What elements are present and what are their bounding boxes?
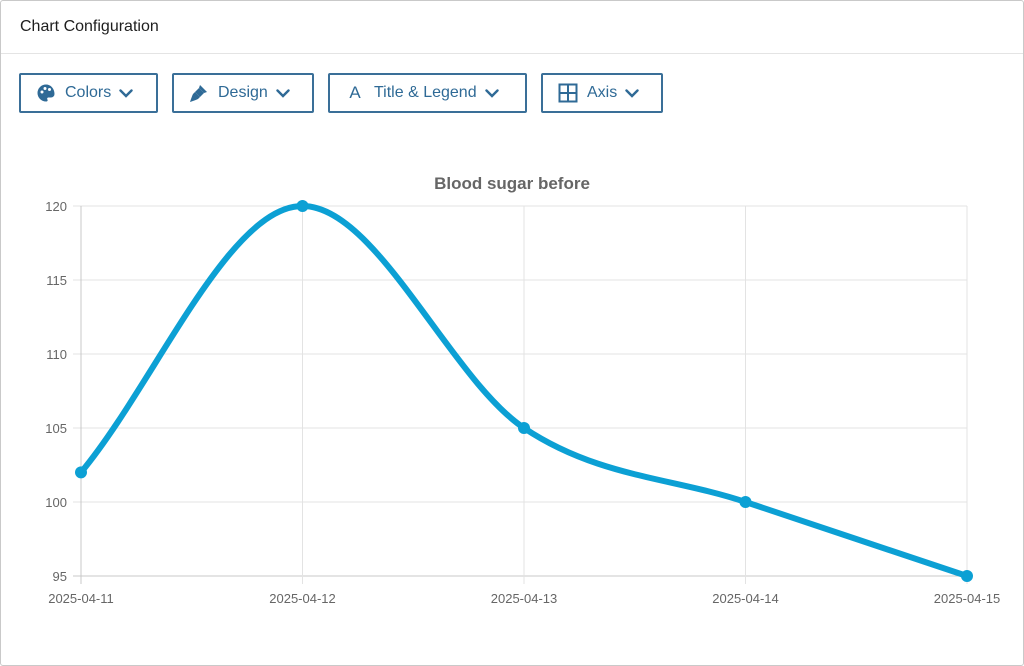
axis-button[interactable]: Axis — [541, 73, 663, 113]
palette-icon — [35, 82, 57, 104]
design-button-label: Design — [218, 84, 268, 101]
chart-title: Blood sugar before — [434, 174, 590, 193]
text-letter-icon: A — [349, 83, 361, 102]
design-button[interactable]: Design — [172, 73, 314, 113]
x-tick-label: 2025-04-14 — [712, 591, 779, 606]
chevron-down-icon — [625, 88, 639, 98]
x-tick-label: 2025-04-13 — [491, 591, 558, 606]
chart-toolbar: Colors Design A Title & Legend Axis — [19, 73, 663, 113]
chevron-down-icon — [119, 88, 133, 98]
data-point[interactable] — [296, 200, 309, 212]
data-point[interactable] — [739, 496, 752, 508]
title-legend-button-label: Title & Legend — [374, 84, 477, 101]
y-tick-label: 115 — [46, 273, 67, 288]
colors-button-label: Colors — [65, 84, 112, 101]
colors-button[interactable]: Colors — [19, 73, 158, 113]
chart-series — [75, 200, 973, 582]
chart-axes: 95 100 105 110 115 120 2025-04-11 2025-04-12 202… — [45, 199, 1000, 606]
y-tick-label: 120 — [45, 199, 67, 214]
title-legend-button[interactable]: A Title & Legend — [328, 73, 527, 113]
series-line — [78, 202, 970, 579]
data-point[interactable] — [75, 466, 87, 479]
x-tick-label: 2025-04-12 — [269, 591, 336, 606]
line-chart-svg: Blood sugar before 95 100 105 110 115 120 2025… — [45, 174, 1000, 606]
brush-icon — [188, 82, 210, 104]
x-tick-label: 2025-04-11 — [48, 591, 114, 606]
panel-header: Chart Configuration — [1, 1, 1023, 54]
x-tick-label: 2025-04-15 — [934, 591, 1001, 606]
chevron-down-icon — [484, 88, 499, 98]
chevron-down-icon — [276, 88, 290, 98]
grid-icon — [557, 82, 579, 104]
y-tick-label: 95 — [53, 569, 67, 584]
y-tick-label: 105 — [45, 421, 67, 436]
data-point[interactable] — [961, 570, 973, 582]
y-tick-label: 100 — [45, 495, 67, 510]
y-tick-label: 110 — [46, 347, 67, 362]
axis-button-label: Axis — [587, 84, 618, 101]
chart-grid — [73, 205, 968, 584]
line-chart: Blood sugar before 95 100 105 110 115 120 2025… — [0, 160, 1024, 630]
panel-title: Chart Configuration — [20, 18, 159, 35]
data-point[interactable] — [518, 422, 530, 434]
